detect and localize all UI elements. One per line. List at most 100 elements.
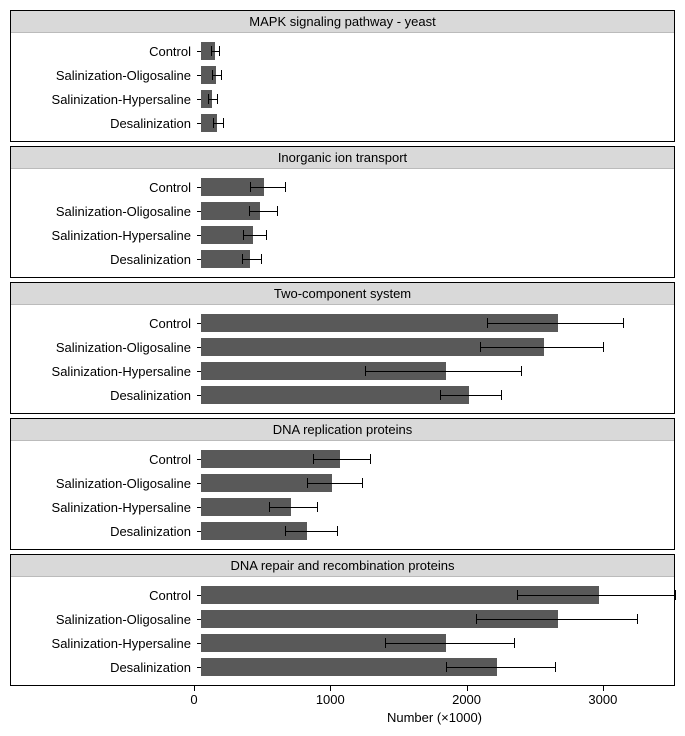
error-bar bbox=[211, 51, 219, 52]
error-cap bbox=[480, 342, 481, 352]
category-label: Desalinization bbox=[11, 660, 197, 675]
category-label: Desalinization bbox=[11, 524, 197, 539]
error-cap bbox=[603, 342, 604, 352]
panel-title: Inorganic ion transport bbox=[11, 147, 674, 169]
error-cap bbox=[517, 590, 518, 600]
error-cap bbox=[521, 366, 522, 376]
error-bar bbox=[213, 123, 223, 124]
chart-panel: DNA replication proteins Control Salinizat… bbox=[10, 418, 675, 550]
category-label: Salinization-Hypersaline bbox=[11, 636, 197, 651]
category-label: Control bbox=[11, 588, 197, 603]
error-cap bbox=[370, 454, 371, 464]
bar-row: Control bbox=[11, 39, 674, 63]
error-bar bbox=[243, 235, 266, 236]
error-bar bbox=[313, 459, 370, 460]
bar-row: Salinization-Hypersaline bbox=[11, 359, 674, 383]
plot-area bbox=[201, 583, 674, 607]
error-cap bbox=[440, 390, 441, 400]
error-cap bbox=[221, 70, 222, 80]
chart-panel: Two-component system Control Salinization-… bbox=[10, 282, 675, 414]
category-label: Desalinization bbox=[11, 388, 197, 403]
error-cap bbox=[250, 182, 251, 192]
error-bar bbox=[385, 643, 514, 644]
x-tick bbox=[467, 686, 468, 691]
chart-panel: Inorganic ion transport Control Salinizati… bbox=[10, 146, 675, 278]
bar-row: Control bbox=[11, 447, 674, 471]
error-bar bbox=[250, 187, 285, 188]
plot-area bbox=[201, 199, 674, 223]
error-cap bbox=[446, 662, 447, 672]
plot-area bbox=[201, 495, 674, 519]
bar-row: Desalinization bbox=[11, 247, 674, 271]
bar-row: Salinization-Oligosaline bbox=[11, 335, 674, 359]
bar-row: Salinization-Hypersaline bbox=[11, 495, 674, 519]
x-tick bbox=[330, 686, 331, 691]
bar-row: Desalinization bbox=[11, 519, 674, 543]
category-label: Control bbox=[11, 44, 197, 59]
category-label: Salinization-Oligosaline bbox=[11, 340, 197, 355]
error-bar bbox=[365, 371, 522, 372]
error-cap bbox=[501, 390, 502, 400]
error-cap bbox=[514, 638, 515, 648]
plot-area bbox=[201, 175, 674, 199]
error-cap bbox=[269, 502, 270, 512]
chart-panel: MAPK signaling pathway - yeastControlSal… bbox=[10, 10, 675, 142]
error-cap bbox=[637, 614, 638, 624]
category-label: Salinization-Oligosaline bbox=[11, 204, 197, 219]
panel-title: DNA replication proteins bbox=[11, 419, 674, 441]
error-cap bbox=[337, 526, 338, 536]
error-cap bbox=[285, 526, 286, 536]
error-cap bbox=[243, 230, 244, 240]
error-bar bbox=[249, 211, 278, 212]
bar-row: Desalinization bbox=[11, 111, 674, 135]
error-cap bbox=[487, 318, 488, 328]
chart-panel: DNA repair and recombination proteinsCon… bbox=[10, 554, 675, 686]
error-cap bbox=[242, 254, 243, 264]
plot-area bbox=[201, 311, 674, 335]
bar-row: Control bbox=[11, 311, 674, 335]
error-bar bbox=[208, 99, 218, 100]
panel-body: Control Salinization-Oligosaline Salinizat… bbox=[11, 441, 674, 549]
x-tick-label: 0 bbox=[190, 692, 197, 707]
category-label: Salinization-Hypersaline bbox=[11, 500, 197, 515]
error-cap bbox=[261, 254, 262, 264]
plot-area bbox=[201, 607, 674, 631]
bar-row: Salinization-Hypersaline bbox=[11, 87, 674, 111]
plot-area bbox=[201, 223, 674, 247]
category-label: Salinization-Hypersaline bbox=[11, 92, 197, 107]
plot-area bbox=[201, 383, 674, 407]
error-cap bbox=[213, 118, 214, 128]
plot-area bbox=[201, 87, 674, 111]
category-label: Salinization-Oligosaline bbox=[11, 476, 197, 491]
panel-body: ControlSalinization-OligosalineSalinizat… bbox=[11, 577, 674, 685]
bar bbox=[201, 386, 469, 404]
bar-row: Salinization-Hypersaline bbox=[11, 631, 674, 655]
category-label: Control bbox=[11, 316, 197, 331]
category-label: Salinization-Oligosaline bbox=[11, 68, 197, 83]
bar-row: Salinization-Oligosaline bbox=[11, 63, 674, 87]
plot-area bbox=[201, 447, 674, 471]
plot-area bbox=[201, 519, 674, 543]
plot-area bbox=[201, 247, 674, 271]
error-bar bbox=[440, 395, 501, 396]
error-cap bbox=[266, 230, 267, 240]
panel-body: Control Salinization-Oligosaline Salinizat… bbox=[11, 33, 674, 141]
error-bar bbox=[212, 75, 222, 76]
plot-area bbox=[201, 111, 674, 135]
error-cap bbox=[313, 454, 314, 464]
category-label: Salinization-Hypersaline bbox=[11, 228, 197, 243]
error-cap bbox=[208, 94, 209, 104]
error-cap bbox=[219, 46, 220, 56]
error-cap bbox=[285, 182, 286, 192]
panel-body: Control Salinization-Oligosaline Salinizat… bbox=[11, 305, 674, 413]
error-cap bbox=[212, 70, 213, 80]
x-tick-label: 2000 bbox=[452, 692, 481, 707]
error-cap bbox=[307, 478, 308, 488]
panel-title: Two-component system bbox=[11, 283, 674, 305]
x-tick-label: 1000 bbox=[316, 692, 345, 707]
category-label: Control bbox=[11, 180, 197, 195]
error-cap bbox=[555, 662, 556, 672]
category-label: Desalinization bbox=[11, 252, 197, 267]
error-bar bbox=[269, 507, 317, 508]
x-tick bbox=[194, 686, 195, 691]
